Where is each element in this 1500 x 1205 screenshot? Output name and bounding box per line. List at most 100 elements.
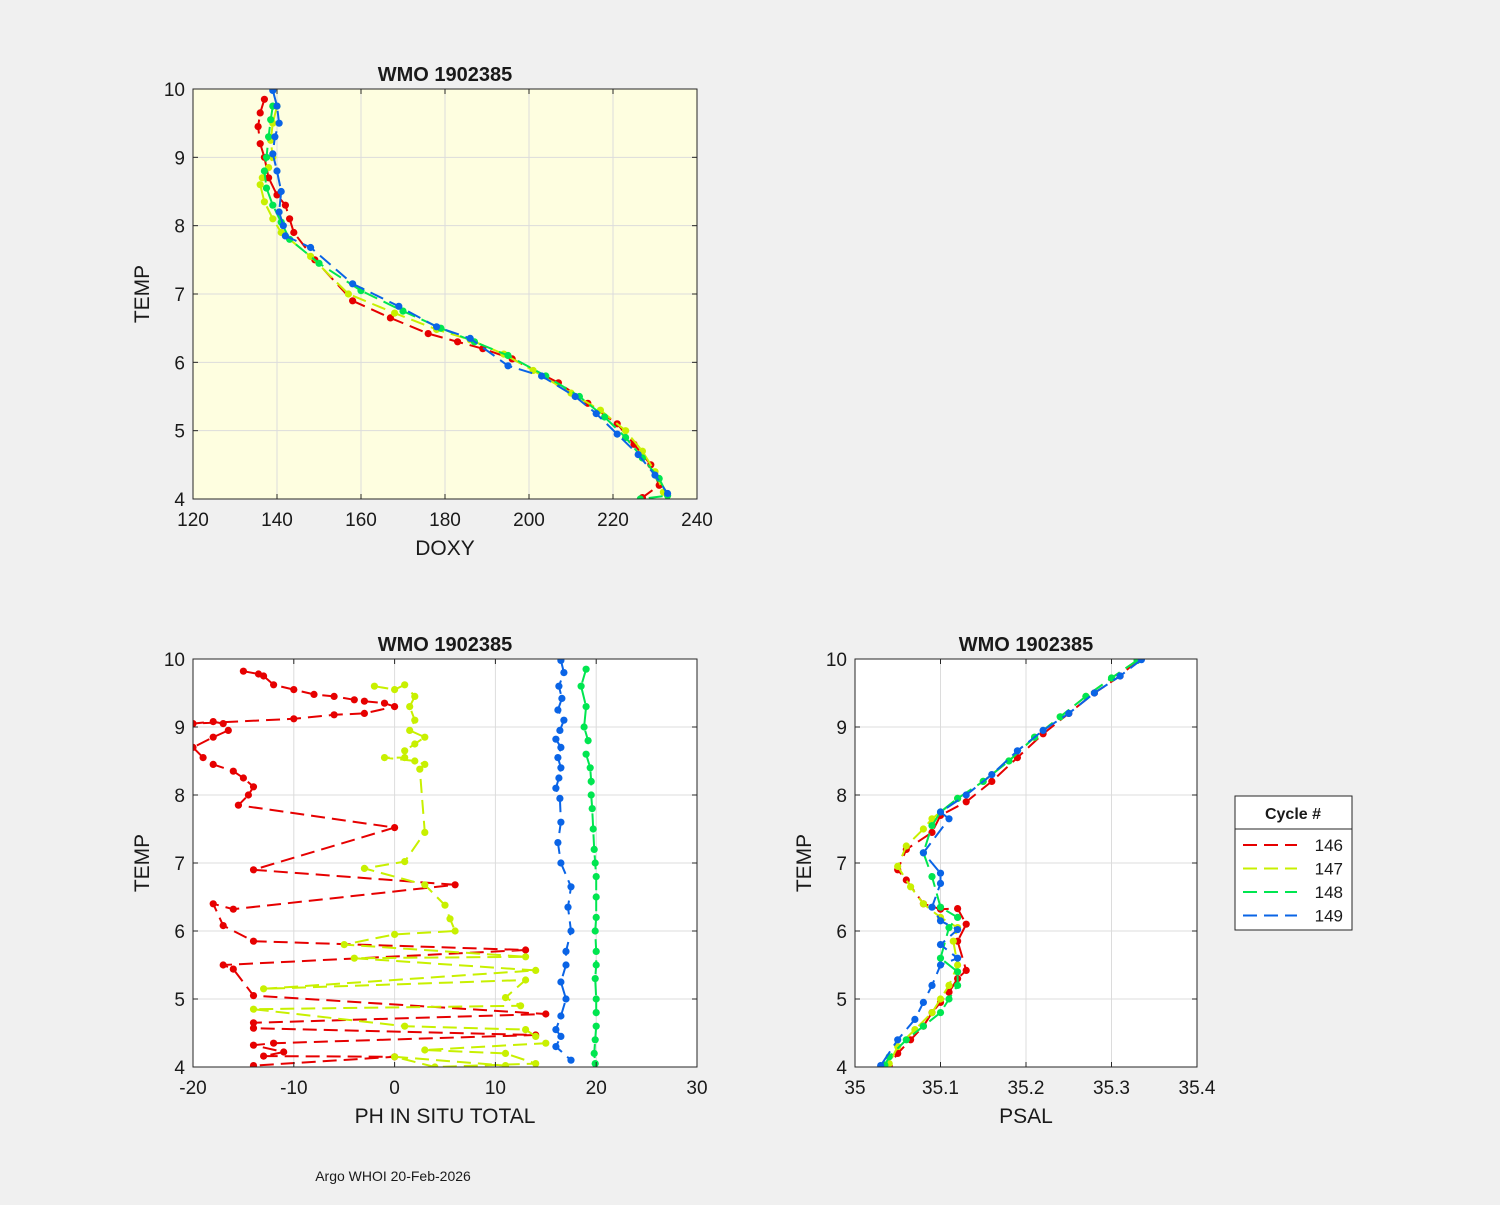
legend-entries: 146 147 148 149	[1243, 836, 1343, 926]
y-tick-label: 6	[174, 922, 185, 943]
x-tick-label: 35	[844, 1078, 865, 1099]
x-axis-label: PH IN SITU TOTAL	[355, 1105, 536, 1128]
data-point-148	[945, 995, 953, 1003]
series-layer	[877, 659, 1145, 1067]
data-point-148	[591, 1036, 599, 1044]
data-point-147	[501, 994, 510, 1002]
data-point-147	[249, 1005, 258, 1013]
data-point-147	[542, 1039, 550, 1047]
data-point-148	[590, 845, 598, 854]
data-point-146	[219, 961, 227, 969]
data-point-149	[552, 1043, 560, 1051]
data-point-148	[928, 822, 936, 830]
data-point-149	[936, 941, 945, 949]
x-tick-label: 220	[597, 510, 629, 531]
data-point-148	[954, 981, 962, 990]
data-point-147	[902, 842, 910, 850]
data-point-146	[209, 760, 217, 769]
data-point-148	[592, 947, 600, 956]
data-point-146	[249, 1041, 258, 1049]
data-point-147	[416, 765, 424, 773]
data-point-146	[224, 726, 232, 735]
data-point-148	[592, 893, 600, 901]
data-point-147	[532, 1032, 540, 1040]
data-point-146	[330, 692, 338, 701]
data-point-149	[556, 726, 564, 735]
y-tick-label: 6	[836, 922, 847, 943]
data-point-146	[229, 905, 237, 913]
x-tick-label: 10	[485, 1078, 506, 1099]
data-point-146	[386, 314, 394, 322]
data-point-148	[936, 954, 945, 962]
data-point-149	[554, 839, 562, 847]
data-point-147	[380, 754, 389, 762]
data-point-148	[902, 1036, 910, 1044]
y-tick-label: 7	[174, 285, 185, 306]
data-point-148	[954, 794, 962, 803]
data-point-146	[229, 767, 237, 775]
data-point-149	[936, 808, 945, 816]
data-point-146	[249, 1062, 258, 1067]
y-tick-label: 6	[174, 353, 185, 374]
data-point-146	[260, 95, 268, 103]
data-point-149	[651, 471, 659, 479]
data-point-147	[256, 181, 264, 189]
data-point-149	[560, 716, 568, 724]
data-point-149	[936, 879, 945, 888]
data-point-149	[273, 102, 281, 110]
y-tick-label: 9	[174, 718, 185, 739]
data-point-146	[249, 937, 258, 945]
x-tick-label: 240	[681, 510, 713, 531]
y-tick-label: 10	[164, 80, 185, 101]
data-point-149	[928, 981, 936, 990]
data-point-149	[504, 362, 512, 370]
data-point-147	[406, 726, 414, 735]
data-point-147	[269, 215, 277, 223]
data-point-149	[554, 706, 562, 714]
data-point-146	[360, 697, 368, 705]
data-point-148	[592, 913, 600, 922]
data-point-149	[894, 1036, 902, 1044]
y-tick-label: 7	[174, 854, 185, 875]
data-point-149	[273, 167, 281, 175]
data-point-149	[567, 927, 575, 935]
data-point-147	[406, 703, 414, 711]
data-point-146	[310, 690, 318, 699]
data-point-149	[564, 903, 572, 911]
data-point-148	[928, 873, 936, 881]
legend-label-147: 147	[1315, 860, 1343, 879]
chart-title: WMO 1902385	[378, 64, 513, 86]
x-tick-label: 35.4	[1179, 1078, 1216, 1099]
series-layer	[254, 89, 672, 499]
data-point-149	[592, 410, 600, 418]
legend: Cycle # 146 147 148 149	[1234, 795, 1353, 931]
data-point-149	[557, 818, 565, 826]
data-point-148	[1005, 757, 1013, 765]
data-point-146	[254, 123, 262, 131]
data-point-149	[936, 961, 945, 969]
data-point-146	[249, 783, 258, 791]
data-point-149	[277, 187, 285, 196]
data-point-147	[522, 1026, 530, 1034]
data-point-147	[928, 815, 936, 823]
x-tick-label: 140	[261, 510, 293, 531]
data-point-147	[446, 915, 454, 923]
data-point-146	[290, 228, 298, 237]
data-point-147	[919, 900, 928, 908]
series-layer	[193, 659, 600, 1067]
data-point-149	[269, 150, 277, 158]
data-point-148	[267, 116, 275, 124]
x-tick-label: -20	[179, 1078, 206, 1099]
y-tick-label: 9	[174, 148, 185, 169]
data-point-146	[209, 733, 217, 741]
data-point-149	[928, 903, 936, 911]
data-point-149	[954, 954, 962, 962]
data-point-146	[209, 900, 217, 908]
data-point-147	[360, 864, 368, 873]
data-point-146	[360, 709, 368, 718]
data-point-149	[557, 764, 565, 772]
data-point-147	[894, 1043, 902, 1051]
legend-label-149: 149	[1315, 907, 1343, 926]
data-point-146	[454, 338, 462, 346]
